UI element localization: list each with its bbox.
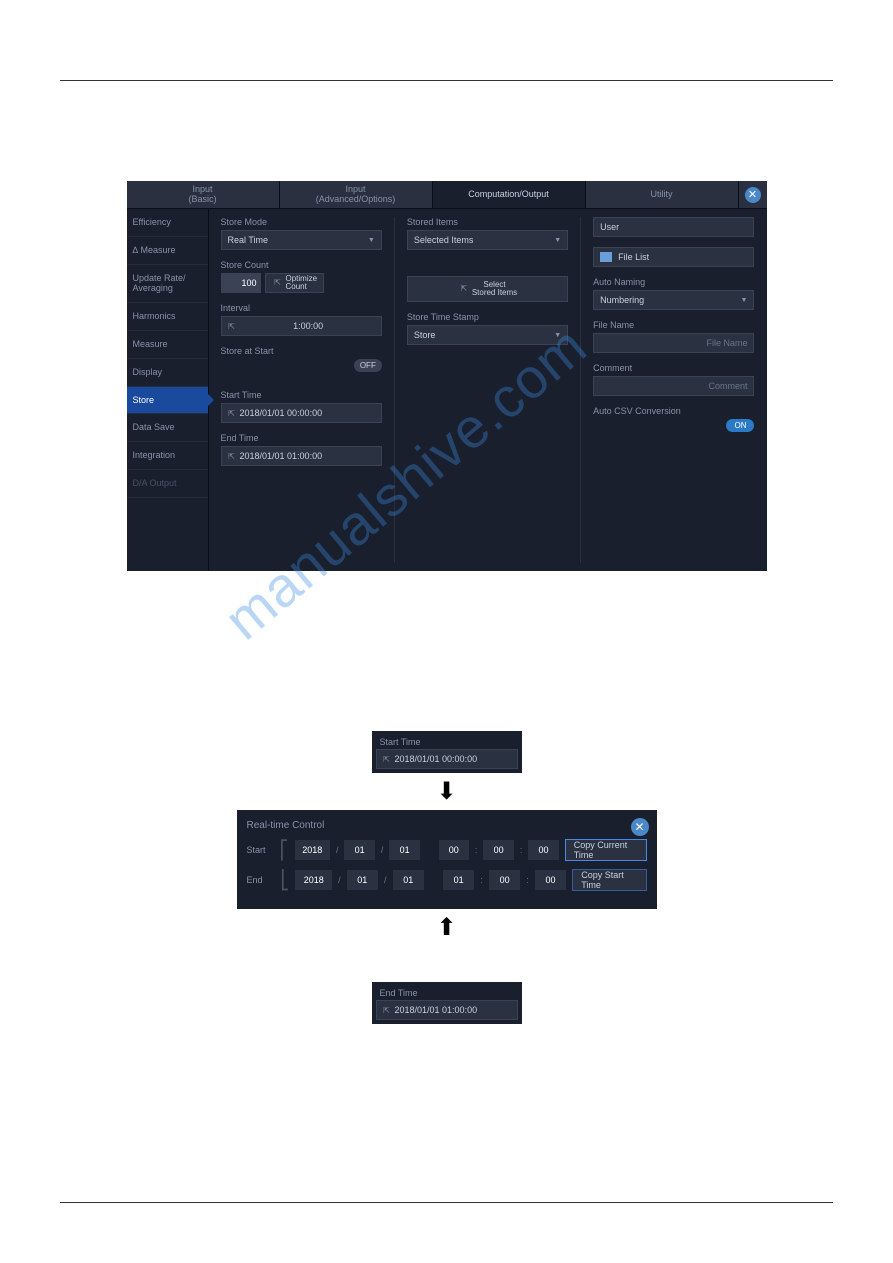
expand-icon: ⇱ <box>381 753 393 765</box>
bracket-icon: ⎣ <box>280 870 289 891</box>
start-row-label: Start <box>247 845 274 855</box>
end-row: End ⎣ 2018/ 01/ 01 01: 00: 00 Copy Start… <box>247 869 647 891</box>
mini-end-time[interactable]: ⇱2018/01/01 01:00:00 <box>376 1000 518 1020</box>
settings-panel: Input(Basic) Input(Advanced/Options) Com… <box>127 181 767 571</box>
expand-icon: ⇱ <box>226 407 238 419</box>
start-time-label: Start Time <box>221 390 382 400</box>
store-mode-label: Store Mode <box>221 217 382 227</box>
auto-naming-label: Auto Naming <box>593 277 754 287</box>
sidebar-item-delta-measure[interactable]: ∆ Measure <box>127 237 208 265</box>
column-1: Store Mode Real Time Store Count 100 ⇱Op… <box>209 217 395 563</box>
sidebar-item-data-save[interactable]: Data Save <box>127 414 208 442</box>
arrow-up-icon: ⬆ <box>60 913 833 942</box>
interval-input[interactable]: ⇱1:00:00 <box>221 316 382 336</box>
close-icon: ✕ <box>634 820 644 834</box>
start-min-input[interactable]: 00 <box>483 840 513 860</box>
store-time-stamp-label: Store Time Stamp <box>407 312 568 322</box>
expand-icon: ⇱ <box>226 320 238 332</box>
end-month-input[interactable]: 01 <box>347 870 378 890</box>
auto-csv-label: Auto CSV Conversion <box>593 406 754 416</box>
sidebar-item-store[interactable]: Store <box>127 387 208 415</box>
expand-icon: ⇱ <box>272 277 284 289</box>
end-hour-input[interactable]: 01 <box>443 870 474 890</box>
store-count-label: Store Count <box>221 260 382 270</box>
file-list-button[interactable]: File List <box>593 247 754 267</box>
file-list-label: File List <box>618 252 649 262</box>
start-time-value: 2018/01/01 00:00:00 <box>240 408 323 418</box>
end-sec-input[interactable]: 00 <box>535 870 566 890</box>
end-time-label: End Time <box>221 433 382 443</box>
tab-utility[interactable]: Utility <box>586 181 739 208</box>
dialog-close-button[interactable]: ✕ <box>631 818 649 836</box>
folder-icon <box>600 252 612 262</box>
auto-naming-dropdown[interactable]: Numbering <box>593 290 754 310</box>
sidebar: Efficiency ∆ Measure Update Rate/Averagi… <box>127 209 209 571</box>
tab-bar: Input(Basic) Input(Advanced/Options) Com… <box>127 181 767 209</box>
copy-current-time-button[interactable]: Copy Current Time <box>565 839 647 861</box>
comment-input[interactable]: Comment <box>593 376 754 396</box>
select-stored-items-label: SelectStored Items <box>472 281 517 297</box>
expand-icon: ⇱ <box>381 1004 393 1016</box>
mini-start-value: 2018/01/01 00:00:00 <box>395 754 478 764</box>
bracket-icon: ⎡ <box>280 840 289 861</box>
sidebar-item-display[interactable]: Display <box>127 359 208 387</box>
sidebar-item-da-output[interactable]: D/A Output <box>127 470 208 498</box>
dialog-title: Real-time Control <box>247 820 647 831</box>
end-time-snippet: End Time ⇱2018/01/01 01:00:00 <box>372 982 522 1024</box>
start-sec-input[interactable]: 00 <box>528 840 558 860</box>
column-3: User File List Auto Naming Numbering Fil… <box>581 217 766 563</box>
interval-label: Interval <box>221 303 382 313</box>
copy-start-time-button[interactable]: Copy Start Time <box>572 869 646 891</box>
file-name-input[interactable]: File Name <box>593 333 754 353</box>
expand-icon: ⇱ <box>458 283 470 295</box>
mini-start-label: Start Time <box>376 735 518 749</box>
auto-csv-toggle[interactable]: ON <box>726 419 754 432</box>
mini-end-value: 2018/01/01 01:00:00 <box>395 1005 478 1015</box>
column-2: Stored Items Selected Items ⇱SelectStore… <box>395 217 581 563</box>
start-hour-input[interactable]: 00 <box>439 840 469 860</box>
arrow-down-icon: ⬇ <box>60 777 833 806</box>
end-day-input[interactable]: 01 <box>393 870 424 890</box>
start-year-input[interactable]: 2018 <box>295 840 330 860</box>
start-row: Start ⎡ 2018/ 01/ 01 00: 00: 00 Copy Cur… <box>247 839 647 861</box>
start-month-input[interactable]: 01 <box>344 840 374 860</box>
store-mode-dropdown[interactable]: Real Time <box>221 230 382 250</box>
start-time-snippet: Start Time ⇱2018/01/01 00:00:00 <box>372 731 522 773</box>
store-at-start-toggle[interactable]: OFF <box>354 359 382 372</box>
sidebar-item-harmonics[interactable]: Harmonics <box>127 303 208 331</box>
mini-start-time[interactable]: ⇱2018/01/01 00:00:00 <box>376 749 518 769</box>
file-name-label: File Name <box>593 320 754 330</box>
sidebar-item-update-rate[interactable]: Update Rate/Averaging <box>127 265 208 304</box>
end-min-input[interactable]: 00 <box>489 870 520 890</box>
store-count-input[interactable]: 100 <box>221 273 261 293</box>
end-time-input[interactable]: ⇱2018/01/01 01:00:00 <box>221 446 382 466</box>
select-stored-items-button[interactable]: ⇱SelectStored Items <box>407 276 568 302</box>
user-input[interactable]: User <box>593 217 754 237</box>
store-time-stamp-dropdown[interactable]: Store <box>407 325 568 345</box>
tab-computation-output[interactable]: Computation/Output <box>433 181 586 208</box>
sidebar-item-integration[interactable]: Integration <box>127 442 208 470</box>
stored-items-dropdown[interactable]: Selected Items <box>407 230 568 250</box>
interval-value: 1:00:00 <box>240 321 377 331</box>
mini-end-label: End Time <box>376 986 518 1000</box>
comment-label: Comment <box>593 363 754 373</box>
realtime-control-dialog: Real-time Control ✕ Start ⎡ 2018/ 01/ 01… <box>237 810 657 909</box>
end-year-input[interactable]: 2018 <box>295 870 332 890</box>
optimize-count-label: OptimizeCount <box>286 275 318 291</box>
close-icon: ✕ <box>745 187 761 203</box>
optimize-count-button[interactable]: ⇱OptimizeCount <box>265 273 325 293</box>
start-time-input[interactable]: ⇱2018/01/01 00:00:00 <box>221 403 382 423</box>
tab-input-basic[interactable]: Input(Basic) <box>127 181 280 208</box>
sidebar-item-measure[interactable]: Measure <box>127 331 208 359</box>
end-time-value: 2018/01/01 01:00:00 <box>240 451 323 461</box>
end-row-label: End <box>247 875 275 885</box>
store-at-start-label: Store at Start <box>221 346 382 356</box>
tab-input-advanced[interactable]: Input(Advanced/Options) <box>280 181 433 208</box>
sidebar-item-efficiency[interactable]: Efficiency <box>127 209 208 237</box>
close-button[interactable]: ✕ <box>739 181 767 208</box>
stored-items-label: Stored Items <box>407 217 568 227</box>
expand-icon: ⇱ <box>226 450 238 462</box>
start-day-input[interactable]: 01 <box>389 840 419 860</box>
